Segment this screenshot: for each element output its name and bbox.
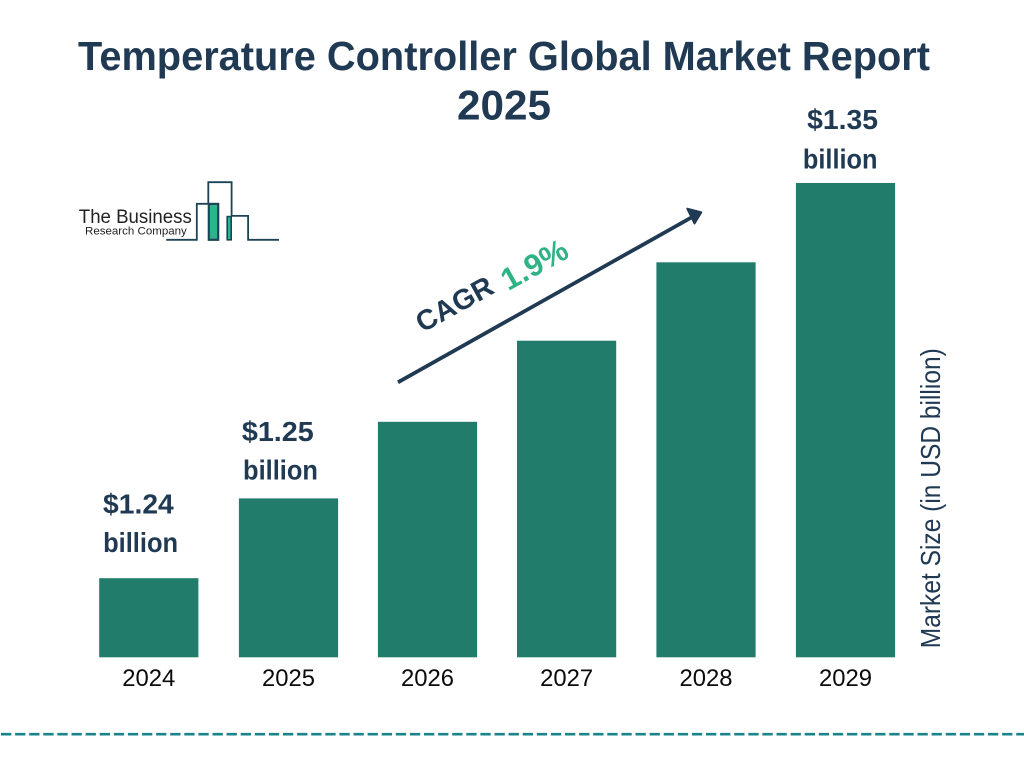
svg-text:2029: 2029 bbox=[819, 665, 872, 692]
svg-text:$1.35: $1.35 bbox=[807, 104, 878, 135]
svg-text:billion: billion bbox=[103, 527, 178, 558]
svg-text:2025: 2025 bbox=[262, 665, 315, 692]
svg-text:2024: 2024 bbox=[122, 665, 175, 692]
svg-text:2026: 2026 bbox=[401, 665, 454, 692]
svg-text:billion: billion bbox=[803, 144, 878, 175]
svg-text:2025: 2025 bbox=[457, 82, 551, 129]
svg-text:2027: 2027 bbox=[540, 665, 593, 692]
svg-text:Temperature Controller Global: Temperature Controller Global Market Rep… bbox=[78, 33, 930, 79]
svg-text:2028: 2028 bbox=[680, 665, 733, 692]
svg-text:Research Company: Research Company bbox=[85, 225, 187, 237]
svg-text:$1.24: $1.24 bbox=[103, 489, 174, 520]
svg-text:$1.25: $1.25 bbox=[242, 416, 314, 447]
svg-text:Market Size (in USD billion): Market Size (in USD billion) bbox=[915, 348, 946, 648]
svg-text:billion: billion bbox=[243, 455, 318, 486]
svg-text:The Business: The Business bbox=[79, 206, 192, 228]
